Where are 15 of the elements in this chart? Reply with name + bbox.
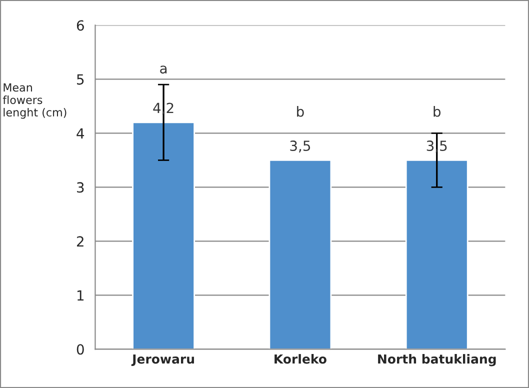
- y-axis-title: Mean flowers lenght (cm): [2, 83, 66, 119]
- annotation: a: [160, 66, 167, 74]
- x-tick-label: Jerowaru: [131, 354, 194, 366]
- y-tick-label: 4: [76, 128, 84, 138]
- y-tick-label: 1: [77, 290, 84, 300]
- x-tick-label: Korleko: [274, 354, 326, 364]
- annotation: b: [297, 106, 304, 117]
- y-tick-label: 6: [76, 20, 84, 31]
- y-tick-label: 3: [77, 182, 84, 193]
- annotation: b: [434, 106, 441, 117]
- x-tick-label: North batukliang: [378, 354, 496, 366]
- y-tick-label: 5: [77, 74, 84, 85]
- data-label: 3,5: [290, 140, 310, 152]
- y-tick-label: 2: [76, 236, 84, 246]
- y-tick-label: 0: [76, 344, 84, 355]
